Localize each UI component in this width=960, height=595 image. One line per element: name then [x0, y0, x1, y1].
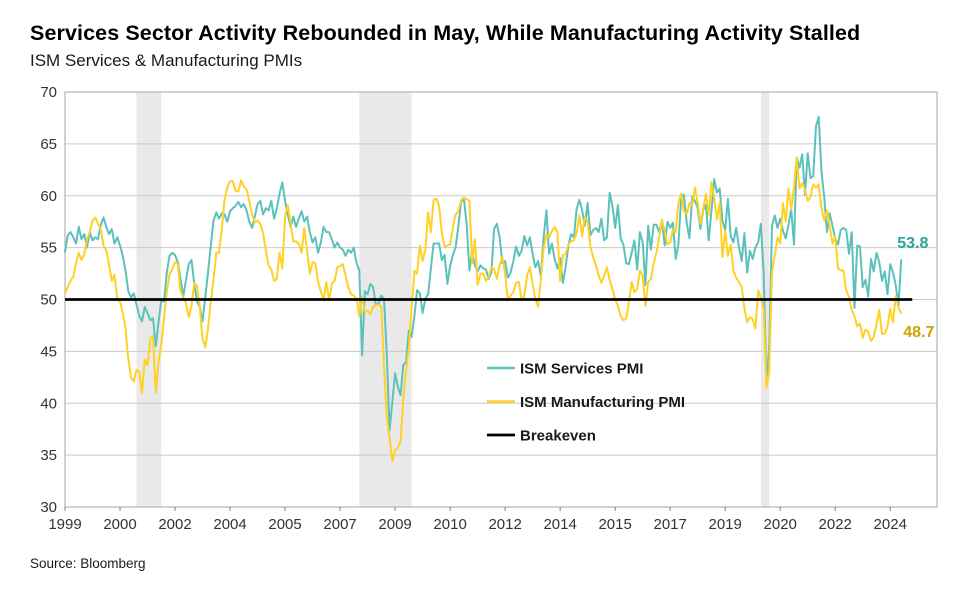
legend-label-ism-manufacturing-pmi: ISM Manufacturing PMI — [520, 394, 685, 411]
x-axis-label: 2002 — [158, 516, 191, 533]
x-axis-label: 2015 — [598, 516, 631, 533]
x-axis-label: 2000 — [103, 516, 136, 533]
x-axis-label: 2014 — [543, 516, 576, 533]
y-axis-label: 55 — [40, 240, 57, 257]
x-axis-label: 2007 — [323, 516, 356, 533]
x-axis-label: 2010 — [433, 516, 466, 533]
y-axis-label: 30 — [40, 499, 57, 516]
x-axis-label: 2024 — [874, 516, 907, 533]
y-axis-label: 65 — [40, 136, 57, 153]
end-label-ism-manufacturing-pmi: 48.7 — [903, 324, 934, 341]
legend-item-ism-manufacturing-pmi: ISM Manufacturing PMI — [487, 394, 685, 411]
x-axis-label: 1999 — [48, 516, 81, 533]
x-axis-label: 2020 — [764, 516, 797, 533]
y-axis-label: 45 — [40, 343, 57, 360]
series-line-ism-manufacturing-pmi — [64, 156, 903, 463]
chart-subtitle: ISM Services & Manufacturing PMIs — [30, 51, 303, 70]
legend-label-breakeven: Breakeven — [520, 428, 596, 445]
chart-title: Services Sector Activity Rebounded in Ma… — [30, 21, 861, 45]
source-note: Source: Bloomberg — [30, 556, 146, 571]
legend-item-breakeven: Breakeven — [487, 428, 596, 445]
x-axis-label: 2005 — [268, 516, 301, 533]
end-label-ism-services-pmi: 53.8 — [897, 235, 928, 252]
legend: ISM Services PMI ISM Manufacturing PMI Bre… — [487, 361, 685, 445]
y-axis-label: 35 — [40, 447, 57, 464]
y-axis-label: 60 — [40, 188, 57, 205]
x-axis-label: 2004 — [213, 516, 246, 533]
y-axis-label: 50 — [40, 292, 57, 309]
x-axis-label: 2012 — [488, 516, 521, 533]
legend-item-ism-services-pmi: ISM Services PMI — [487, 361, 643, 378]
y-axis-label: 70 — [40, 84, 57, 101]
x-axis-label: 2009 — [378, 516, 411, 533]
series-line-ism-services-pmi — [64, 115, 903, 432]
y-axis-label: 40 — [40, 395, 57, 412]
x-axis-label: 2019 — [709, 516, 742, 533]
x-axis-label: 2022 — [819, 516, 852, 533]
legend-label-ism-services-pmi: ISM Services PMI — [520, 361, 643, 378]
x-axis-label: 2017 — [653, 516, 686, 533]
